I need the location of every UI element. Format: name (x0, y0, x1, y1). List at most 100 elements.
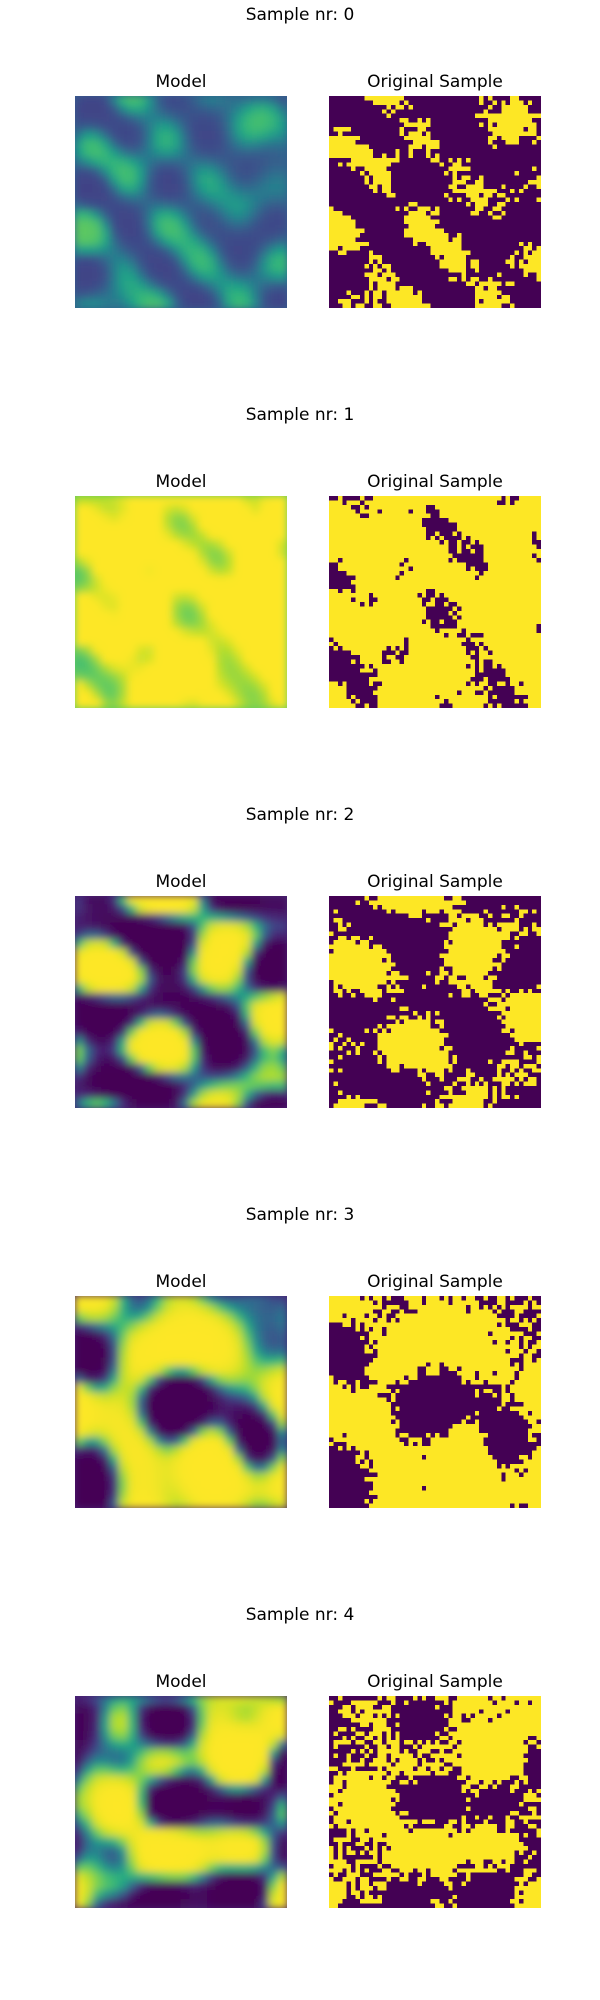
model-pixel (118, 1739, 129, 1750)
model-pixel (83, 298, 94, 308)
model-pixel (92, 1454, 102, 1465)
model-pixel (154, 166, 164, 176)
model-pixel (215, 1401, 226, 1412)
model-pixel (75, 1028, 85, 1038)
model-pixel (251, 1063, 261, 1074)
model-pixel (224, 522, 235, 532)
model-pixel (75, 530, 85, 541)
model-pixel (224, 1330, 235, 1341)
model-pixel (109, 1704, 120, 1715)
model-pixel (277, 983, 287, 994)
model-pixel (92, 1357, 102, 1368)
model-pixel (83, 913, 94, 923)
model-pixel (215, 201, 226, 212)
model-pixel (251, 1081, 261, 1091)
model-pixel (162, 1089, 173, 1100)
model-pixel (224, 1704, 235, 1715)
model-pixel (189, 1366, 200, 1376)
model-pixel (162, 548, 173, 559)
model-pixel (154, 1828, 164, 1838)
model-pixel (75, 1419, 85, 1429)
model-pixel (118, 1001, 129, 1012)
model-pixel (224, 957, 235, 968)
model-pixel (180, 1836, 191, 1847)
model-pixel (145, 957, 155, 968)
model-pixel (180, 1898, 191, 1908)
model-pixel (268, 1757, 279, 1768)
model-pixel (101, 548, 111, 559)
model-pixel (260, 1089, 270, 1100)
model-pixel (180, 913, 191, 923)
model-pixel (109, 1498, 120, 1508)
model-pixels (75, 1296, 287, 1508)
model-pixel (242, 1766, 253, 1776)
model-pixel (92, 281, 102, 291)
model-pixel (118, 654, 129, 665)
model-pixel (83, 975, 94, 985)
model-pixel (260, 904, 270, 915)
model-pixel (101, 922, 111, 932)
model-pixel (277, 645, 287, 656)
model-pixel (260, 1783, 270, 1794)
model-pixel (118, 628, 129, 638)
model-pixel (118, 1828, 129, 1838)
model-pixel (215, 166, 226, 176)
model-pixel (154, 1472, 164, 1482)
model-pixel (145, 1696, 155, 1706)
model-pixel (154, 175, 164, 185)
model-pixel (198, 1792, 208, 1803)
model-pixel (75, 628, 85, 638)
model-pixel (251, 628, 261, 638)
model-pixel (75, 966, 85, 976)
model-pixel (127, 948, 138, 959)
model-pixel (171, 254, 182, 265)
model-pixel (118, 122, 129, 132)
model-pixel (171, 1098, 182, 1108)
model-pixel (251, 1775, 261, 1785)
model-pixel (162, 530, 173, 541)
model-pixel (189, 1713, 200, 1723)
model-pixel (207, 1889, 217, 1900)
model-pixel (109, 1036, 120, 1047)
model-pixel (268, 1489, 279, 1500)
model-pixel (154, 157, 164, 168)
model-pixel (171, 1375, 182, 1385)
model-pixel (198, 1304, 208, 1315)
model-pixel (277, 1322, 287, 1332)
model-pixel (101, 1704, 111, 1715)
model-pixel (75, 896, 85, 906)
model-pixel (127, 1713, 138, 1723)
model-pixel (260, 1730, 270, 1741)
model-pixel (101, 654, 111, 665)
model-pixel (233, 548, 244, 559)
model-pixel (233, 1872, 244, 1882)
model-pixel (260, 1313, 270, 1323)
model-pixel (162, 1304, 173, 1315)
model-pixel (145, 1722, 155, 1732)
model-pixel (145, 1401, 155, 1412)
model-pixel (118, 1498, 129, 1508)
original-pixels (329, 1296, 541, 1508)
model-pixel (277, 1801, 287, 1812)
model-image (75, 496, 287, 708)
model-pixel (242, 922, 253, 932)
model-pixel (224, 1428, 235, 1438)
model-pixel (215, 1454, 226, 1465)
model-pixel (180, 298, 191, 308)
model-pixel (268, 1730, 279, 1741)
model-pixel (75, 236, 85, 247)
model-pixel (127, 157, 138, 168)
model-pixel (198, 113, 208, 123)
model-pixel (127, 601, 138, 612)
model-pixel (251, 183, 261, 194)
model-pixel (242, 1081, 253, 1091)
model-pixel (109, 219, 120, 229)
model-pixel (233, 592, 244, 603)
model-pixel (277, 289, 287, 300)
model-pixel (233, 1366, 244, 1376)
model-pixel (277, 210, 287, 221)
model-pixel (154, 122, 164, 132)
model-pixel (233, 1810, 244, 1821)
model-pixel (207, 96, 217, 106)
model-pixel (207, 1072, 217, 1082)
